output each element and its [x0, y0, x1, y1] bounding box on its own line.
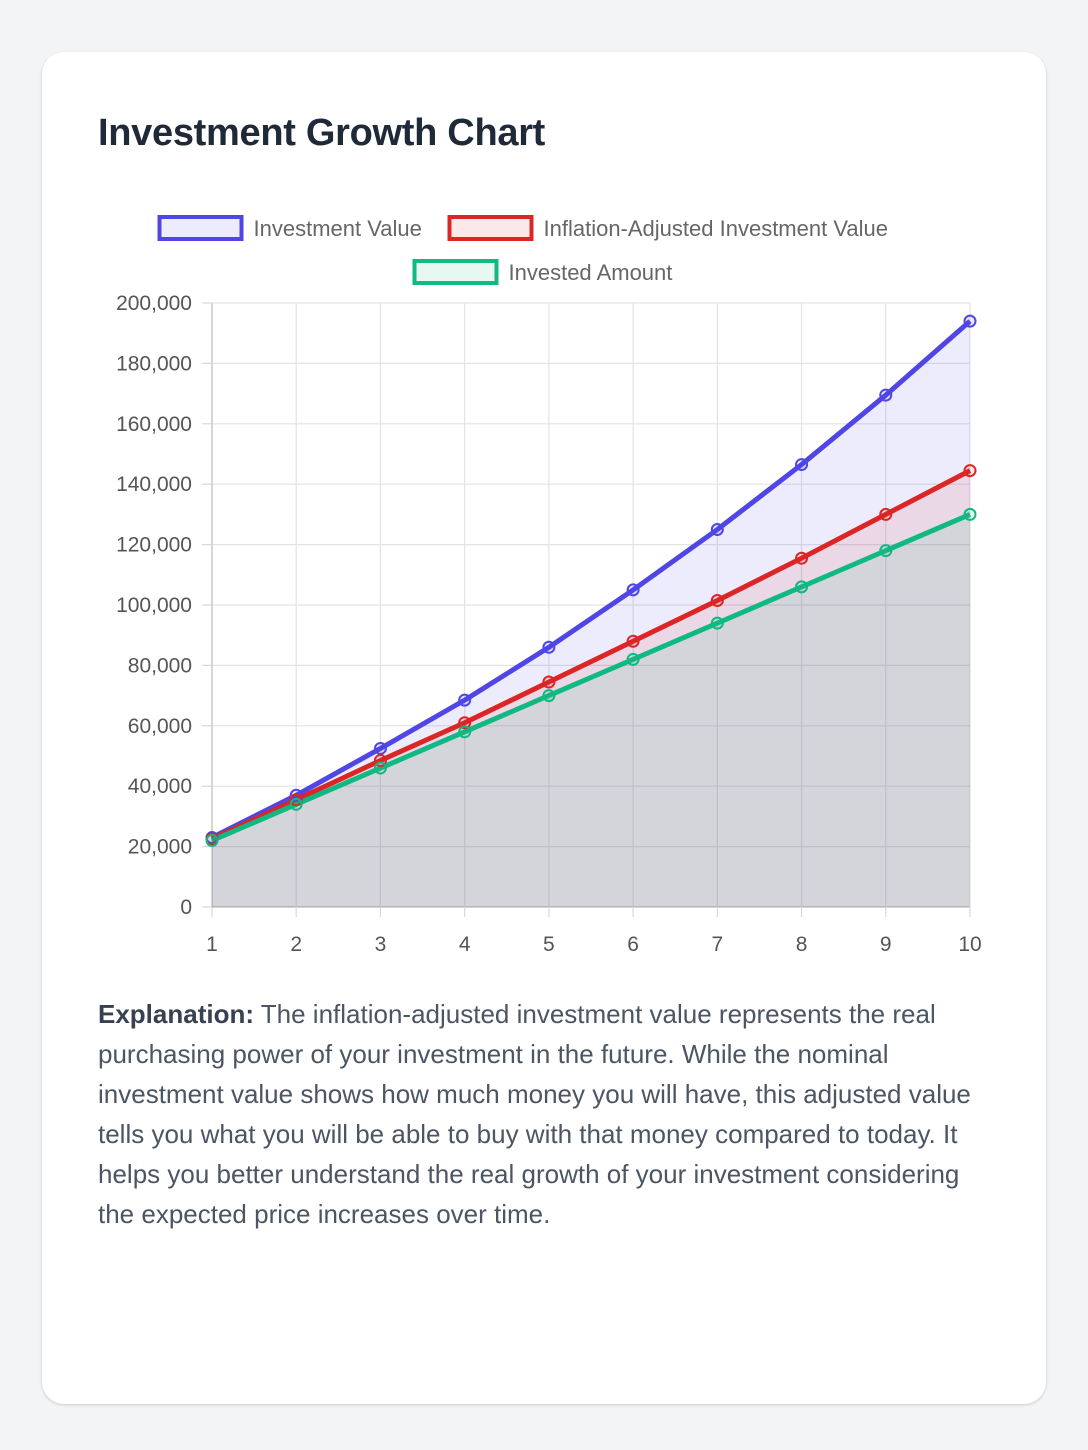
data-point[interactable]: [879, 544, 893, 558]
x-tick-label: 5: [543, 933, 555, 956]
legend-swatch[interactable]: [447, 215, 534, 241]
data-point[interactable]: [963, 314, 977, 328]
legend-swatch[interactable]: [412, 259, 499, 285]
series-line-3: [211, 512, 971, 843]
x-tick-label: 6: [627, 933, 639, 956]
series-area-3: [212, 514, 970, 907]
data-point[interactable]: [795, 458, 809, 472]
y-tick-label: 160,000: [116, 413, 192, 436]
series-line-2: [210, 468, 972, 842]
data-point[interactable]: [458, 716, 472, 730]
data-point[interactable]: [373, 741, 387, 755]
y-tick-label: 80,000: [128, 654, 192, 677]
data-point[interactable]: [542, 675, 556, 689]
data-point[interactable]: [542, 689, 556, 703]
y-tick-label: 0: [180, 896, 192, 919]
explanation-label: Explanation:: [98, 999, 255, 1029]
explanation-body: The inflation-adjusted investment value …: [98, 999, 971, 1229]
data-point[interactable]: [710, 593, 724, 607]
data-point[interactable]: [542, 640, 556, 654]
data-point[interactable]: [626, 652, 640, 666]
legend-label[interactable]: Inflation-Adjusted Investment Value: [544, 216, 888, 241]
y-tick-label: 40,000: [128, 775, 192, 798]
data-point[interactable]: [458, 693, 472, 707]
data-point[interactable]: [458, 725, 472, 739]
data-point[interactable]: [626, 583, 640, 597]
data-point[interactable]: [205, 834, 219, 848]
x-tick-label: 8: [796, 933, 808, 956]
x-tick-label: 9: [880, 933, 892, 956]
y-tick-label: 200,000: [116, 292, 192, 315]
y-tick-label: 180,000: [116, 352, 192, 375]
x-tick-label: 10: [958, 933, 981, 956]
x-tick-label: 3: [375, 933, 387, 956]
y-tick-label: 100,000: [116, 594, 192, 617]
data-point[interactable]: [963, 507, 977, 521]
investment-growth-chart: 0 20,000 40,000 60,000 80,000 100,000 120,000 1…: [116, 215, 982, 956]
legend-swatch[interactable]: [157, 215, 244, 241]
series-area-2: [212, 470, 970, 907]
y-tick-label: 140,000: [116, 473, 192, 496]
series-line-1: [210, 319, 972, 840]
data-point[interactable]: [879, 388, 893, 402]
data-point[interactable]: [879, 507, 893, 521]
page-title: Investment Growth Chart: [98, 112, 546, 154]
x-tick-label: 2: [290, 933, 302, 956]
data-point[interactable]: [795, 551, 809, 565]
y-tick-label: 60,000: [128, 715, 192, 738]
data-point[interactable]: [373, 761, 387, 775]
data-point[interactable]: [710, 523, 724, 536]
chart-card: Investment Growth Chart 0 20,000 40,000 60,…: [42, 52, 1046, 1404]
x-tick-label: 1: [206, 933, 218, 956]
legend-label[interactable]: Investment Value: [254, 216, 422, 241]
data-point[interactable]: [963, 464, 977, 478]
data-point[interactable]: [626, 634, 640, 648]
x-tick-label: 4: [459, 933, 471, 956]
y-tick-label: 20,000: [128, 836, 192, 859]
y-tick-label: 120,000: [116, 534, 192, 557]
data-point[interactable]: [289, 797, 303, 811]
data-point[interactable]: [795, 580, 809, 594]
x-tick-label: 7: [711, 933, 723, 956]
explanation-text: Explanation: The inflation-adjusted inve…: [98, 994, 998, 1234]
legend-label[interactable]: Invested Amount: [509, 260, 673, 285]
data-point[interactable]: [710, 616, 724, 630]
